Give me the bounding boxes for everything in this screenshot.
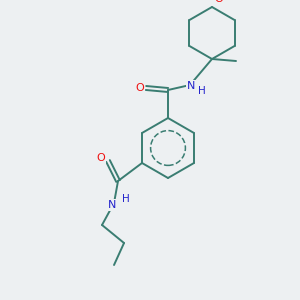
Text: H: H	[198, 86, 206, 96]
Text: O: O	[214, 0, 224, 4]
Text: O: O	[136, 83, 144, 93]
Text: O: O	[97, 153, 105, 163]
Text: N: N	[108, 200, 116, 210]
Text: N: N	[187, 81, 195, 91]
Text: H: H	[122, 194, 130, 204]
